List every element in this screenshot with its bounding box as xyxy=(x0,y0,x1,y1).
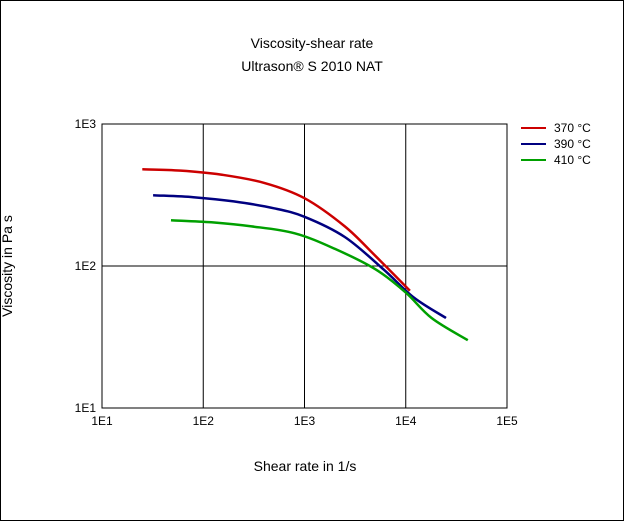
tick-labels: 1E1 1E2 1E3 1E4 1E5 1E1 1E2 1E3 xyxy=(75,117,518,428)
plot-grid xyxy=(102,124,507,408)
series-line-3 xyxy=(170,218,469,342)
series-layer xyxy=(142,168,469,342)
x-tick-label: 1E4 xyxy=(395,414,417,428)
x-tick-label: 1E1 xyxy=(91,414,113,428)
y-tick-label: 1E1 xyxy=(75,401,97,415)
series-line-1 xyxy=(142,168,411,292)
chart-subtitle: Ultrason® S 2010 NAT xyxy=(241,58,383,74)
plot-area-border xyxy=(101,123,508,409)
legend-label-3: 410 °C xyxy=(554,153,591,167)
x-tick-label: 1E2 xyxy=(193,414,215,428)
series-line-2 xyxy=(153,193,447,320)
y-tick-label: 1E3 xyxy=(75,117,97,131)
y-tick-label: 1E2 xyxy=(75,259,97,273)
legend-label-1: 370 °C xyxy=(554,121,591,135)
y-axis-title: Viscosity in Pa s xyxy=(0,215,15,317)
x-tick-label: 1E5 xyxy=(496,414,518,428)
x-tick-label: 1E3 xyxy=(294,414,316,428)
x-axis-title: Shear rate in 1/s xyxy=(254,458,357,474)
legend-label-2: 390 °C xyxy=(554,137,591,151)
legend: 370 °C 390 °C 410 °C xyxy=(521,121,591,167)
chart-title: Viscosity-shear rate xyxy=(251,35,374,51)
